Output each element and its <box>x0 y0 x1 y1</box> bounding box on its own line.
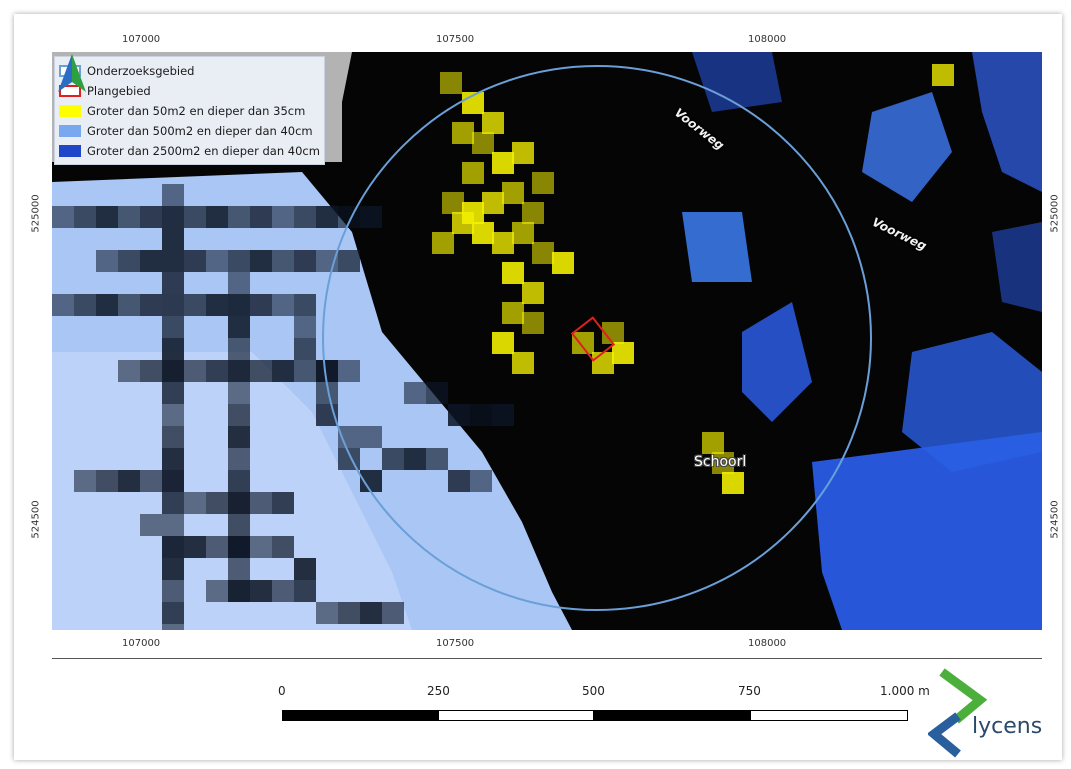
axis-tick-top-1: 107000 <box>122 34 161 45</box>
scalebar-segment <box>438 710 594 721</box>
logo-text: lycens <box>972 714 1043 739</box>
axis-tick-top-3: 108000 <box>748 34 787 45</box>
map-legend: Onderzoeksgebied Plangebied Groter dan 5… <box>54 56 325 165</box>
scalebar-segment <box>282 710 438 721</box>
axis-tick-left-2: 524500 <box>30 500 42 539</box>
lycens-logo <box>928 668 988 758</box>
legend-label: Groter dan 50m2 en dieper dan 35cm <box>87 104 306 118</box>
legend-swatch <box>59 105 81 117</box>
scalebar-segment <box>594 710 750 721</box>
place-label-schoorl: Schoorl <box>694 454 747 470</box>
axis-tick-top-2: 107500 <box>436 34 475 45</box>
north-arrow-icon <box>58 54 86 92</box>
scalebar-label: 750 <box>738 684 761 698</box>
legend-item: Groter dan 500m2 en dieper dan 40cm <box>59 121 320 141</box>
onderzoeksgebied-outline <box>322 65 872 611</box>
legend-label: Plangebied <box>87 84 151 98</box>
divider-line <box>52 658 1042 659</box>
legend-item: Groter dan 50m2 en dieper dan 35cm <box>59 101 320 121</box>
legend-label: Onderzoeksgebied <box>87 64 195 78</box>
axis-tick-left-1: 525000 <box>30 194 42 233</box>
legend-label: Groter dan 2500m2 en dieper dan 40cm <box>87 144 320 158</box>
legend-label: Groter dan 500m2 en dieper dan 40cm <box>87 124 313 138</box>
axis-tick-bottom-2: 107500 <box>436 638 475 649</box>
legend-swatch <box>59 125 81 137</box>
legend-item: Onderzoeksgebied <box>59 61 320 81</box>
plangebied-outline <box>570 316 616 362</box>
scalebar-segment <box>750 710 908 721</box>
scalebar-label: 250 <box>427 684 450 698</box>
scalebar-label: 1.000 m <box>880 684 930 698</box>
yellow-depressions <box>432 64 954 494</box>
axis-tick-right-1: 525000 <box>1049 194 1061 233</box>
axis-tick-right-2: 524500 <box>1049 500 1061 539</box>
grid-texture <box>52 184 514 630</box>
scalebar-label: 500 <box>582 684 605 698</box>
legend-swatch <box>59 85 81 97</box>
map-canvas[interactable]: Onderzoeksgebied Plangebied Groter dan 5… <box>52 52 1042 630</box>
legend-item: Groter dan 2500m2 en dieper dan 40cm <box>59 141 320 161</box>
axis-tick-bottom-1: 107000 <box>122 638 161 649</box>
legend-item: Plangebied <box>59 81 320 101</box>
axis-tick-bottom-3: 108000 <box>748 638 787 649</box>
scalebar-label: 0 <box>278 684 286 698</box>
legend-swatch <box>59 145 81 157</box>
